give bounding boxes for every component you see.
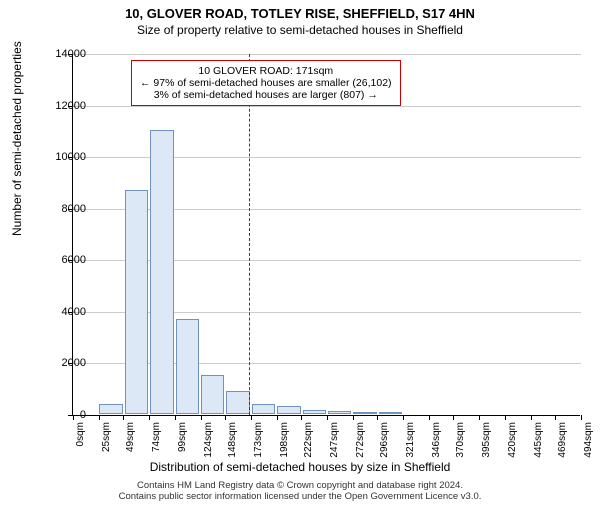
gridline <box>73 157 581 158</box>
histogram-bar <box>150 130 173 414</box>
xtick-mark <box>201 415 202 420</box>
xtick-mark <box>123 415 124 420</box>
xtick-mark <box>403 415 404 420</box>
histogram-bar <box>252 404 275 414</box>
histogram-bar <box>125 190 148 414</box>
xtick-mark <box>555 415 556 420</box>
gridline <box>73 54 581 55</box>
histogram-bar <box>277 406 300 414</box>
annotation-line: 3% of semi-detached houses are larger (8… <box>140 89 392 101</box>
histogram-bar <box>226 391 249 414</box>
xtick-mark <box>99 415 100 420</box>
y-axis-label: Number of semi-detached properties <box>10 41 24 236</box>
ytick-label: 2000 <box>36 357 86 369</box>
histogram-bar <box>353 412 376 414</box>
chart-title: 10, GLOVER ROAD, TOTLEY RISE, SHEFFIELD,… <box>0 6 600 21</box>
histogram-bar <box>99 404 122 414</box>
ytick-label: 0 <box>36 409 86 421</box>
histogram-bar <box>379 412 402 414</box>
xtick-mark <box>505 415 506 420</box>
ytick-label: 12000 <box>36 100 86 112</box>
gridline <box>73 312 581 313</box>
reference-line <box>249 54 250 415</box>
ytick-label: 14000 <box>36 48 86 60</box>
xtick-mark <box>479 415 480 420</box>
histogram-bar <box>176 319 199 414</box>
xtick-mark <box>251 415 252 420</box>
xtick-mark <box>377 415 378 420</box>
chart-subtitle: Size of property relative to semi-detach… <box>0 23 600 37</box>
ytick-label: 6000 <box>36 254 86 266</box>
gridline <box>73 260 581 261</box>
annotation-line: ← 97% of semi-detached houses are smalle… <box>140 77 392 89</box>
xtick-mark <box>353 415 354 420</box>
chart-area: 0sqm25sqm49sqm74sqm99sqm124sqm148sqm173s… <box>72 54 580 416</box>
gridline <box>73 209 581 210</box>
footer-attribution: Contains HM Land Registry data © Crown c… <box>0 480 600 503</box>
ytick-label: 8000 <box>36 203 86 215</box>
annotation-line: 10 GLOVER ROAD: 171sqm <box>140 65 392 77</box>
annotation-box: 10 GLOVER ROAD: 171sqm← 97% of semi-deta… <box>131 60 401 106</box>
ytick-label: 4000 <box>36 306 86 318</box>
xtick-mark <box>277 415 278 420</box>
xtick-mark <box>327 415 328 420</box>
histogram-bar <box>303 410 326 414</box>
footer-line1: Contains HM Land Registry data © Crown c… <box>0 480 600 491</box>
xtick-mark <box>429 415 430 420</box>
xtick-mark <box>453 415 454 420</box>
footer-line2: Contains public sector information licen… <box>0 491 600 502</box>
xtick-mark <box>175 415 176 420</box>
xtick-mark <box>225 415 226 420</box>
plot-region: 0sqm25sqm49sqm74sqm99sqm124sqm148sqm173s… <box>72 54 580 416</box>
histogram-bar <box>328 411 351 414</box>
xtick-mark <box>301 415 302 420</box>
xtick-mark <box>531 415 532 420</box>
ytick-label: 10000 <box>36 151 86 163</box>
gridline <box>73 363 581 364</box>
xtick-mark <box>149 415 150 420</box>
xtick-mark <box>581 415 582 420</box>
histogram-bar <box>201 375 224 414</box>
x-axis-label: Distribution of semi-detached houses by … <box>0 460 600 474</box>
